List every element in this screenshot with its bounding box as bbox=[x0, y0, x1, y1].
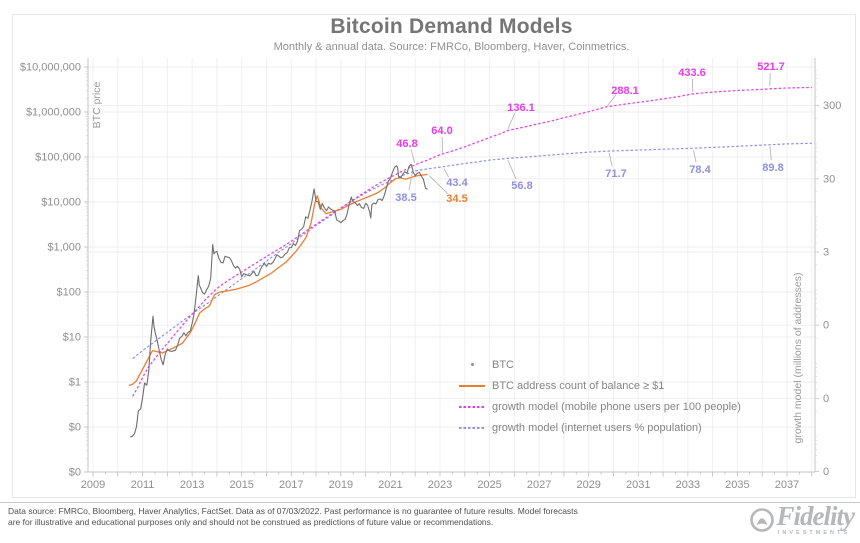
dashed-line-marker bbox=[459, 405, 485, 408]
svg-text:136.1: 136.1 bbox=[507, 102, 535, 114]
svg-text:38.5: 38.5 bbox=[395, 192, 416, 204]
svg-text:46.8: 46.8 bbox=[396, 138, 417, 150]
legend-item-btc: BTC bbox=[459, 354, 741, 375]
svg-text:2027: 2027 bbox=[527, 479, 551, 491]
svg-text:$0: $0 bbox=[69, 422, 81, 434]
legend-item-address-count: BTC address count of balance ≥ $1 bbox=[459, 375, 741, 396]
svg-text:$1,000,000: $1,000,000 bbox=[26, 107, 81, 119]
chart-subtitle: Monthly & annual data. Source: FMRCo, Bl… bbox=[273, 41, 630, 53]
svg-text:$10,000: $10,000 bbox=[41, 197, 81, 209]
svg-text:2009: 2009 bbox=[81, 479, 105, 491]
svg-text:$1: $1 bbox=[69, 377, 81, 389]
legend-label: BTC bbox=[492, 358, 514, 371]
svg-text:BTC price: BTC price bbox=[91, 82, 103, 129]
legend-item-mobile-model: growth model (mobile phone users per 100… bbox=[459, 396, 741, 417]
svg-text:43.4: 43.4 bbox=[446, 177, 468, 189]
svg-text:$10: $10 bbox=[63, 332, 81, 344]
footnote: Data source: FMRCo, Bloomberg, Haver Ana… bbox=[8, 506, 648, 527]
svg-text:78.4: 78.4 bbox=[689, 164, 711, 176]
svg-text:34.5: 34.5 bbox=[446, 193, 467, 205]
svg-text:growth model (millions of addr: growth model (millions of addresses) bbox=[792, 273, 804, 444]
fidelity-wordmark: Fidelity bbox=[776, 501, 855, 531]
chart-legend: BTC BTC address count of balance ≥ $1 gr… bbox=[459, 354, 741, 438]
legend-item-internet-model: growth model (internet users % populatio… bbox=[459, 417, 741, 438]
svg-text:2013: 2013 bbox=[180, 479, 204, 491]
chart-frame bbox=[12, 14, 856, 498]
footer-divider bbox=[0, 502, 860, 503]
svg-text:64.0: 64.0 bbox=[431, 125, 452, 137]
svg-text:$0: $0 bbox=[69, 467, 81, 479]
svg-text:0: 0 bbox=[823, 393, 829, 405]
svg-text:2029: 2029 bbox=[576, 479, 600, 491]
svg-text:288.1: 288.1 bbox=[611, 85, 639, 97]
footnote-line-1: Data source: FMRCo, Bloomberg, Haver Ana… bbox=[8, 506, 578, 516]
svg-text:2037: 2037 bbox=[775, 479, 799, 491]
svg-text:2015: 2015 bbox=[229, 479, 253, 491]
svg-text:30: 30 bbox=[823, 173, 835, 185]
legend-label: BTC address count of balance ≥ $1 bbox=[492, 379, 665, 392]
btc-dot-marker bbox=[459, 363, 485, 366]
svg-text:2017: 2017 bbox=[279, 479, 303, 491]
svg-text:2031: 2031 bbox=[626, 479, 650, 491]
svg-text:300: 300 bbox=[823, 100, 841, 112]
svg-text:3: 3 bbox=[823, 247, 829, 259]
svg-text:2035: 2035 bbox=[725, 479, 749, 491]
legend-label: growth model (mobile phone users per 100… bbox=[492, 400, 741, 413]
svg-text:0: 0 bbox=[823, 320, 829, 332]
legend-label: growth model (internet users % populatio… bbox=[492, 421, 702, 434]
svg-text:$100: $100 bbox=[57, 287, 81, 299]
solid-line-marker bbox=[459, 384, 485, 387]
fidelity-investments-text: INVESTMENTS bbox=[777, 530, 850, 536]
chart-title: Bitcoin Demand Models bbox=[330, 15, 573, 38]
svg-text:71.7: 71.7 bbox=[605, 168, 626, 180]
footnote-line-2: are for illustrative and educational pur… bbox=[8, 516, 494, 527]
svg-text:2021: 2021 bbox=[378, 479, 402, 491]
fidelity-logo: Fidelity INVESTMENTS bbox=[749, 501, 855, 538]
svg-text:0: 0 bbox=[823, 466, 829, 478]
svg-text:521.7: 521.7 bbox=[757, 61, 785, 73]
svg-text:56.8: 56.8 bbox=[511, 180, 532, 192]
svg-text:$100,000: $100,000 bbox=[35, 152, 81, 164]
dashed-line-marker bbox=[459, 426, 485, 429]
svg-text:$1,000: $1,000 bbox=[47, 242, 81, 254]
svg-text:433.6: 433.6 bbox=[678, 67, 706, 79]
svg-text:$10,000,000: $10,000,000 bbox=[20, 62, 81, 74]
svg-text:2023: 2023 bbox=[428, 479, 452, 491]
svg-text:2019: 2019 bbox=[329, 479, 353, 491]
svg-text:89.8: 89.8 bbox=[762, 162, 783, 174]
svg-text:2011: 2011 bbox=[131, 479, 155, 491]
svg-text:2025: 2025 bbox=[477, 479, 501, 491]
fidelity-pyramid-icon bbox=[749, 507, 775, 538]
svg-text:2033: 2033 bbox=[676, 479, 700, 491]
